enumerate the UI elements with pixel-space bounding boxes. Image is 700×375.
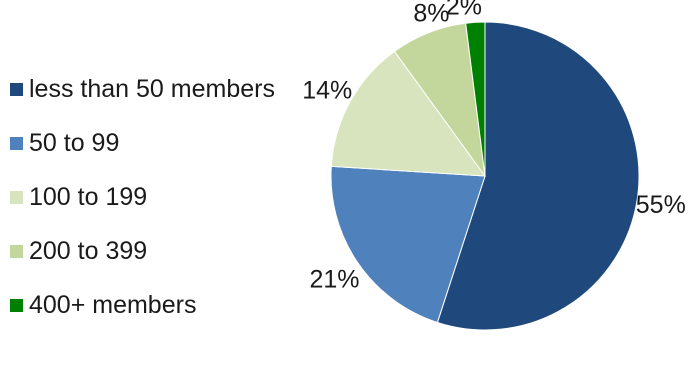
slice-value-label: 8% — [413, 0, 449, 28]
legend-item-less-than-50: less than 50 members — [10, 62, 275, 116]
legend: less than 50 members 50 to 99 100 to 199… — [10, 62, 275, 332]
legend-item-50-to-99: 50 to 99 — [10, 116, 275, 170]
legend-label: less than 50 members — [29, 74, 275, 103]
legend-item-100-to-199: 100 to 199 — [10, 170, 275, 224]
slice-value-label: 55% — [636, 191, 686, 219]
slice-value-label: 21% — [309, 265, 359, 293]
legend-swatch — [10, 190, 23, 204]
legend-swatch — [10, 136, 23, 150]
legend-swatch — [10, 82, 23, 96]
legend-label: 400+ members — [29, 290, 197, 319]
pie-slice — [436, 21, 640, 331]
pie-slice — [330, 50, 487, 177]
slice-value-label: 14% — [302, 76, 352, 104]
legend-swatch — [10, 244, 23, 258]
legend-item-200-to-399: 200 to 399 — [10, 224, 275, 278]
legend-swatch — [10, 298, 23, 312]
pie-slice — [465, 21, 486, 177]
legend-label: 100 to 199 — [29, 182, 148, 211]
legend-label: 200 to 399 — [29, 236, 148, 265]
slice-value-label: 2% — [446, 0, 482, 20]
pie-slice — [330, 165, 486, 324]
legend-label: 50 to 99 — [29, 128, 120, 157]
legend-item-400-plus: 400+ members — [10, 278, 275, 332]
